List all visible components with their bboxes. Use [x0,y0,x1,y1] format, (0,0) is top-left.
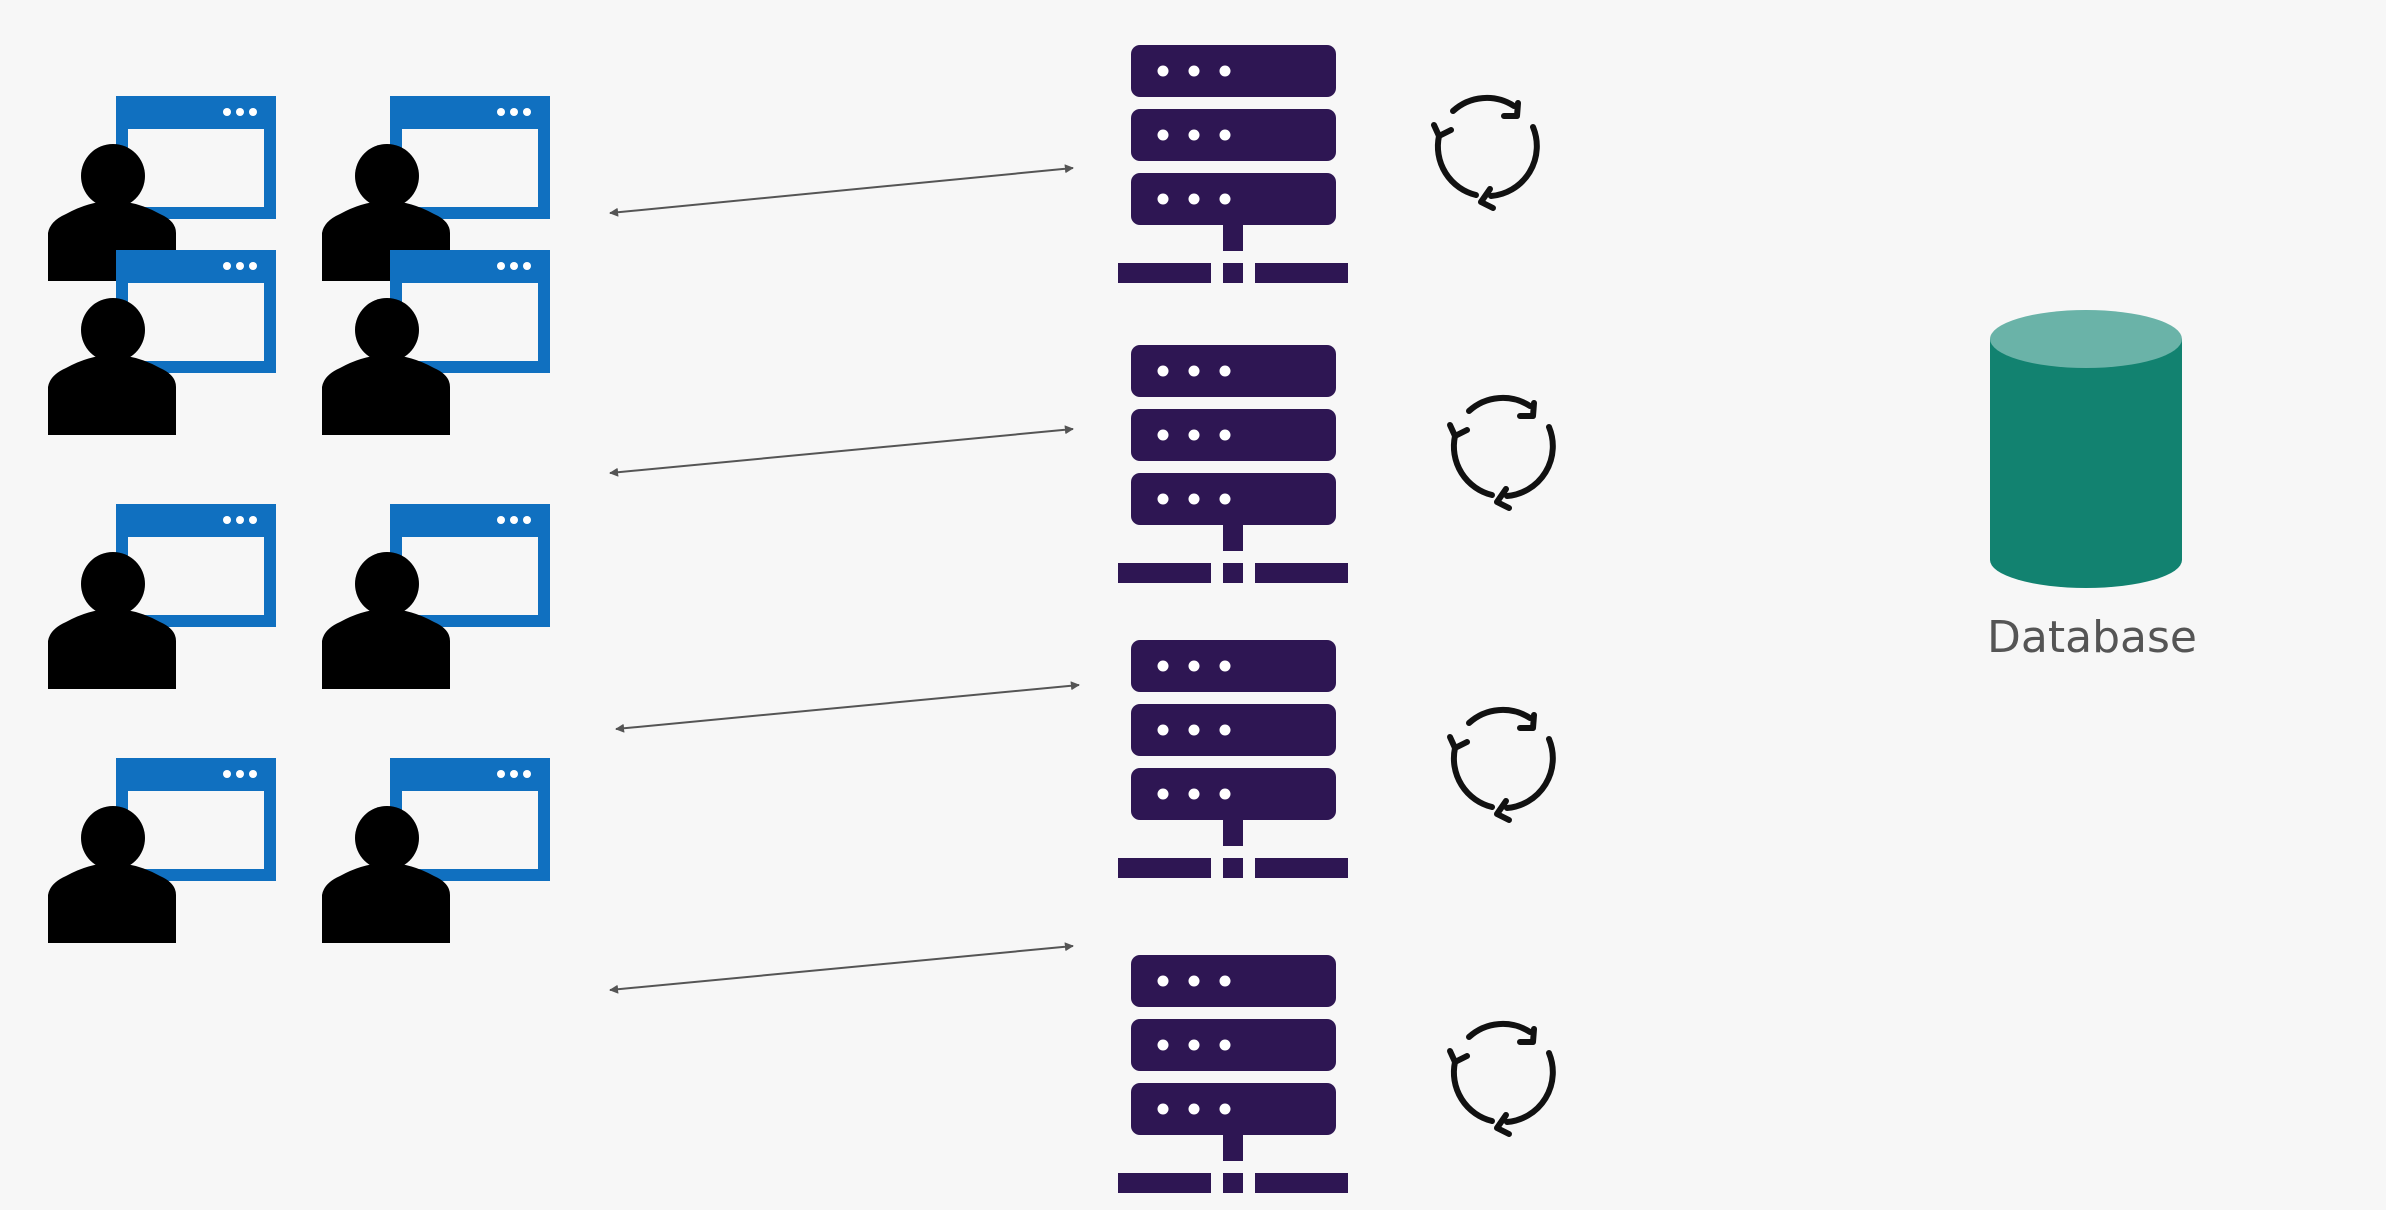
connection-arrow [615,681,1080,733]
sync-icon [1450,398,1553,508]
client-icon [322,758,550,943]
client-icon [48,758,276,943]
connection-arrow [609,942,1074,994]
database-label: Database [1987,612,2197,663]
sync-icon [1450,710,1553,820]
connection-arrow [609,164,1074,217]
server-icon [1118,45,1348,283]
connection-arrow [609,425,1074,477]
sync-icon [1434,98,1537,208]
sync-icon [1450,1024,1553,1134]
client-icon [322,504,550,689]
server-icon [1118,640,1348,878]
server-icon [1118,955,1348,1193]
client-icon [48,504,276,689]
server-icon [1118,345,1348,583]
database-icon [1990,310,2182,588]
